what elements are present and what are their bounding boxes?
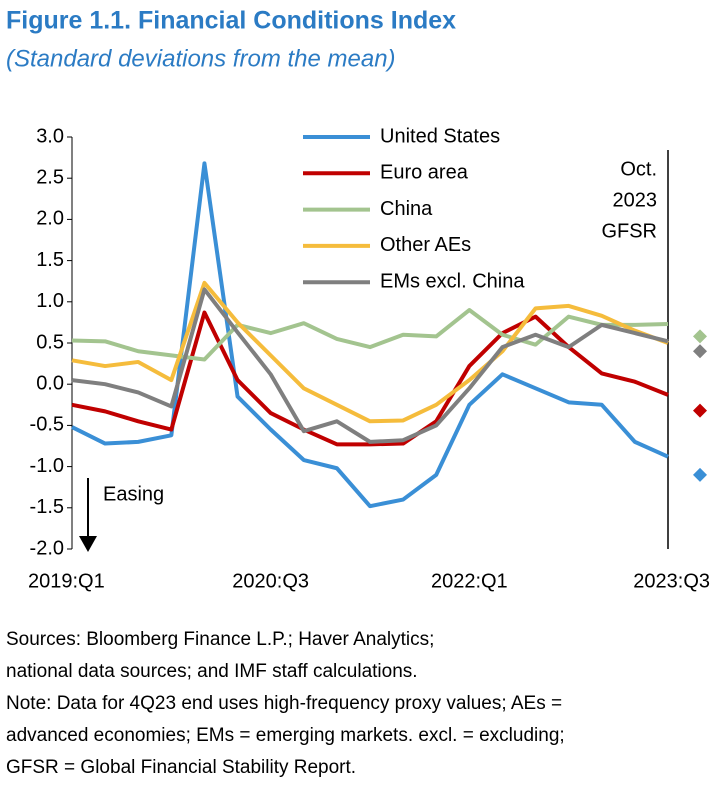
easing-label: Easing: [103, 483, 164, 505]
footer-line: advanced economies; EMs = emerging marke…: [6, 725, 565, 746]
x-tick-label: 2020:Q3: [232, 570, 309, 592]
y-tick-label: -2.0: [30, 537, 64, 559]
footer-line: Sources: Bloomberg Finance L.P.; Haver A…: [6, 629, 434, 650]
y-tick-label: 1.5: [36, 249, 64, 271]
chart-title: Figure 1.1. Financial Conditions Index: [6, 7, 456, 35]
legend-label: EMs excl. China: [380, 270, 525, 292]
footer-line: GFSR = Global Financial Stability Report…: [6, 757, 356, 778]
y-tick-label: -1.0: [30, 455, 64, 477]
y-tick-label: 0.0: [36, 372, 64, 394]
footer-line: Note: Data for 4Q23 end uses high-freque…: [6, 693, 562, 714]
gfsr-label: Oct.: [620, 158, 657, 180]
series-line: [71, 308, 669, 362]
y-tick-label: 0.5: [36, 331, 64, 353]
gfsr-marker: [693, 467, 707, 482]
y-tick-label: 3.0: [36, 125, 64, 147]
gfsr-label: 2023: [613, 189, 658, 211]
y-tick-label: -0.5: [30, 414, 64, 436]
x-tick-label: 2023:Q3: [633, 570, 710, 592]
easing-arrowhead: [79, 536, 97, 552]
legend-label: Other AEs: [380, 234, 471, 256]
y-tick-label: 1.0: [36, 290, 64, 312]
gfsr-marker: [693, 329, 707, 344]
gfsr-label: GFSR: [601, 220, 657, 242]
legend-label: China: [380, 198, 433, 220]
gfsr-marker: [693, 344, 707, 359]
footer-line: national data sources; and IMF staff cal…: [6, 661, 418, 682]
x-tick-label: 2022:Q1: [431, 570, 508, 592]
x-tick-label: 2019:Q1: [28, 570, 105, 592]
series-line: [71, 287, 669, 444]
legend-label: United States: [380, 125, 500, 147]
series-line: [71, 161, 669, 509]
legend-label: Euro area: [380, 162, 469, 184]
series-line: [71, 310, 669, 447]
chart-subtitle: (Standard deviations from the mean): [6, 45, 396, 72]
series-line: [71, 280, 669, 424]
y-tick-label: 2.0: [36, 208, 64, 230]
gfsr-marker: [693, 403, 707, 418]
y-tick-label: -1.5: [30, 496, 64, 518]
y-tick-label: 2.5: [36, 166, 64, 188]
